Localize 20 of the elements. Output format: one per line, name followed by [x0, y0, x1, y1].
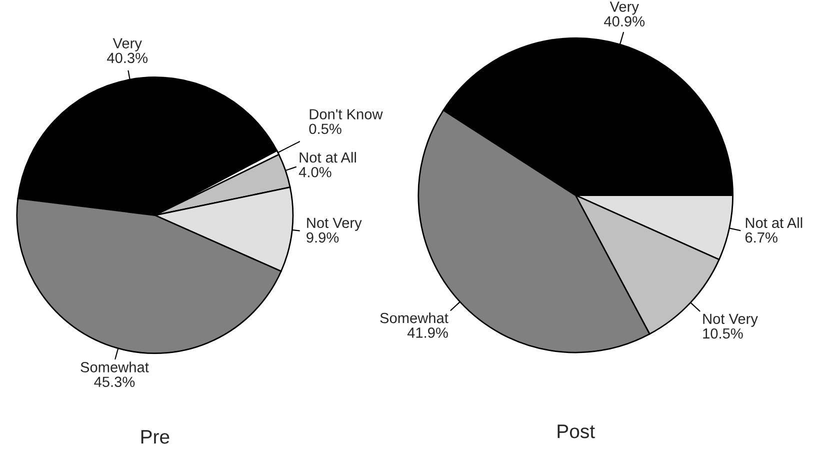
data-label: 9.9%: [306, 232, 339, 243]
data-label: 40.9%: [604, 16, 645, 26]
data-label: 40.3%: [107, 52, 148, 64]
text: Pre: [141, 430, 170, 444]
slice-label: Very: [112, 38, 142, 52]
data-label: 4.0%: [298, 166, 332, 178]
data-label: 6.7%: [745, 232, 778, 243]
slice-label: Not Very: [703, 314, 758, 327]
slice-label: Not at All: [300, 152, 356, 163]
text: Post: [558, 424, 595, 438]
data-label: 41.9%: [407, 328, 448, 338]
slice-label: Don't Know: [310, 109, 383, 120]
slice-label: Very: [610, 2, 639, 15]
slice-label: Somewhat: [380, 312, 448, 324]
slice-label: Not Very: [307, 218, 362, 231]
data-label: 10.5%: [703, 328, 743, 339]
data-label: 45.3%: [94, 376, 135, 388]
data-label: 0.5%: [309, 124, 342, 134]
slice-label: Not at All: [746, 217, 802, 228]
slice-label: Somewhat: [80, 362, 149, 372]
